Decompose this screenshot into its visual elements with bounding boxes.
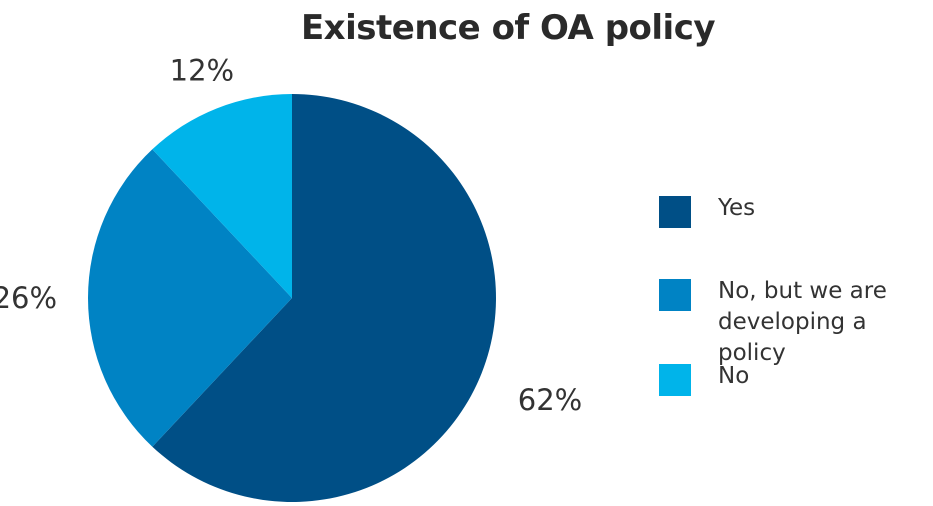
pie-label-yes: 62% <box>518 383 582 417</box>
pie-slices <box>87 94 496 503</box>
pie-slice-yes <box>152 94 496 503</box>
legend-swatch-developing <box>659 279 691 311</box>
pie-label-developing: 26% <box>0 281 57 315</box>
legend-swatch-no <box>659 364 691 396</box>
legend-label-developing: No, but we are developing a policy <box>718 278 887 366</box>
legend-label-no: No <box>718 363 750 389</box>
pie-slice-developing <box>87 149 292 447</box>
legend-swatch-yes <box>659 196 691 228</box>
pie-label-no: 12% <box>170 53 234 87</box>
legend-label-yes: Yes <box>718 195 756 221</box>
chart-title: Existence of OA policy <box>300 8 716 48</box>
pie-slice-no <box>152 94 292 298</box>
pie-labels: 62% 26% 12% <box>0 53 582 417</box>
